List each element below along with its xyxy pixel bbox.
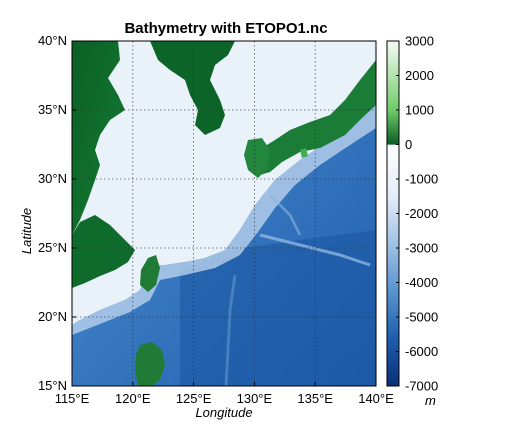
colorbar-tick-label: -2000 bbox=[405, 206, 438, 221]
colorbar-tick-label: 1000 bbox=[405, 103, 434, 118]
southeast-coast-land bbox=[72, 215, 135, 288]
x-tick-label: 125°E bbox=[176, 391, 212, 406]
colorbar-tick-label: -6000 bbox=[405, 344, 438, 359]
map-panel bbox=[72, 41, 376, 386]
colorbar-tick-label: -3000 bbox=[405, 241, 438, 256]
korean-peninsula-land bbox=[150, 41, 235, 135]
x-tick-label: 130°E bbox=[237, 391, 273, 406]
colorbar-tick-label: 3000 bbox=[405, 34, 434, 49]
colorbar-tick-label: 0 bbox=[405, 137, 412, 152]
ridge-feature bbox=[224, 274, 237, 386]
luzon-land bbox=[135, 342, 165, 386]
small-islands-land bbox=[300, 148, 308, 158]
map-frame bbox=[71, 40, 377, 387]
x-tick-label: 140°E bbox=[358, 391, 394, 406]
x-tick-labels: 115°E 120°E 125°E 130°E 135°E 140°E bbox=[55, 391, 394, 406]
y-axis-label: Latitude bbox=[19, 208, 34, 254]
x-tick-label: 135°E bbox=[297, 391, 333, 406]
y-tick-label: 30°N bbox=[38, 171, 67, 186]
x-axis-label: Longitude bbox=[195, 405, 252, 420]
colorbar-tick-label: -5000 bbox=[405, 310, 438, 325]
x-tick-label: 120°E bbox=[115, 391, 151, 406]
map-gridlines bbox=[72, 41, 376, 386]
mainland-china-land bbox=[72, 41, 125, 235]
kyushu-land bbox=[244, 138, 270, 178]
colorbar-tick-label: 2000 bbox=[405, 68, 434, 83]
y-tick-label: 25°N bbox=[38, 240, 67, 255]
y-tick-label: 40°N bbox=[38, 33, 67, 48]
ridge-feature bbox=[259, 233, 371, 267]
axis-tick-marks bbox=[71, 40, 377, 387]
x-tick-label: 115°E bbox=[55, 391, 90, 406]
colorbar-tick-label: -7000 bbox=[405, 379, 438, 394]
colorbar-tick-label: -4000 bbox=[405, 275, 438, 290]
taiwan-land bbox=[140, 255, 160, 292]
y-tick-label: 35°N bbox=[38, 102, 67, 117]
map-title: Bathymetry with ETOPO1.nc bbox=[124, 20, 327, 37]
ridge-feature bbox=[269, 194, 302, 236]
y-tick-label: 20°N bbox=[38, 309, 67, 324]
y-tick-label: 15°N bbox=[38, 378, 67, 393]
colorbar-tick-label: -1000 bbox=[405, 172, 438, 187]
colorbar-unit-label: m bbox=[425, 393, 436, 408]
colorbar-ticks: 3000 2000 1000 0 -1000 -2000 -3000 -4000 -5000 -6… bbox=[396, 34, 438, 394]
japan-islands-land bbox=[255, 60, 376, 175]
y-tick-labels: 40°N 35°N 30°N 25°N 20°N 15°N bbox=[38, 33, 67, 393]
continental-shelf-layer bbox=[72, 41, 376, 325]
